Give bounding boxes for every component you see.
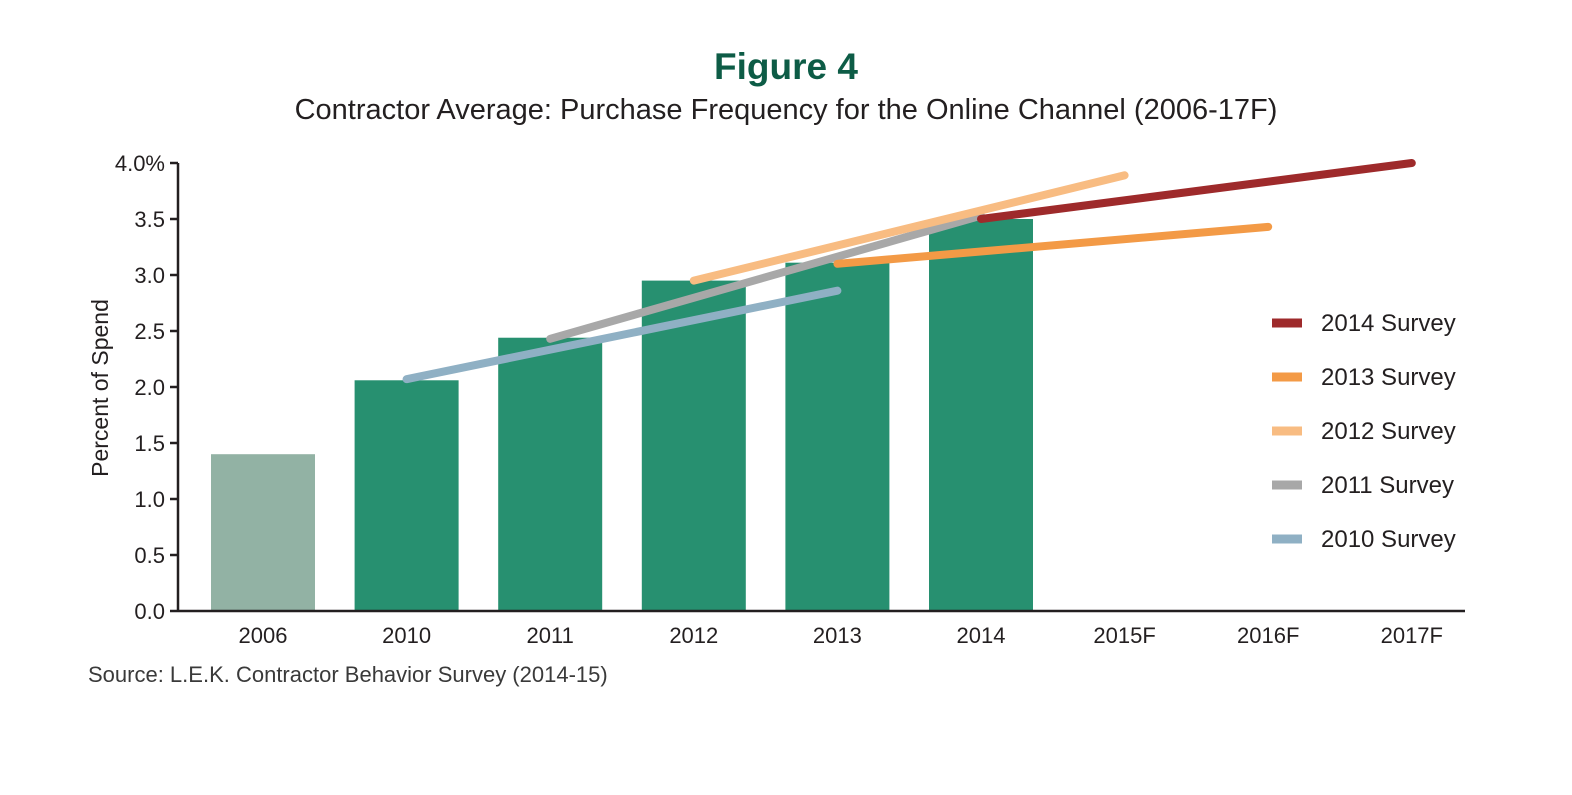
bars-layer (211, 219, 1033, 611)
line-2011-survey (546, 211, 985, 343)
x-tick-label: 2014 (957, 623, 1006, 648)
legend-label: 2014 Survey (1321, 310, 1456, 337)
y-tick-label: 1.0 (134, 487, 165, 512)
y-tick-label: 4.0% (115, 151, 165, 176)
line-2010-survey (402, 286, 842, 384)
bar-2013 (785, 262, 890, 611)
bar-2014 (929, 219, 1033, 611)
x-tick-label: 2013 (813, 623, 862, 648)
legend-label: 2013 Survey (1321, 364, 1456, 391)
legend-label: 2012 Survey (1321, 418, 1456, 445)
source-note: Source: L.E.K. Contractor Behavior Surve… (88, 662, 608, 687)
line-2012-survey (689, 171, 1129, 285)
survey-lines-layer (402, 159, 1416, 384)
y-tick-label: 2.5 (134, 319, 165, 344)
x-tick-label: 2017F (1381, 623, 1443, 648)
y-tick-label: 3.0 (134, 263, 165, 288)
x-tick-label: 2015F (1093, 623, 1155, 648)
x-tick-label: 2006 (239, 623, 288, 648)
chart-title: Contractor Average: Purchase Frequency f… (294, 94, 1278, 126)
bar-2012 (641, 280, 746, 611)
y-tick-label: 1.5 (134, 431, 165, 456)
legend-label: 2011 Survey (1321, 472, 1454, 499)
y-tick-label: 0.0 (134, 599, 165, 624)
axes-layer: 4.0% 3.5 3.0 2.5 2.0 1.5 1.0 0.5 0.0 2006 2010 2011… (87, 151, 1465, 648)
y-tick-label: 0.5 (134, 543, 165, 568)
y-tick-label: 2.0 (134, 375, 165, 400)
x-tick-label: 2012 (669, 623, 718, 648)
bar-2006 (211, 454, 315, 611)
bar-2010 (354, 380, 459, 611)
y-tick-label: 3.5 (134, 207, 165, 232)
y-axis-label: Percent of Spend (87, 299, 113, 477)
x-tick-label: 2016F (1237, 623, 1299, 648)
line-2014-survey (977, 159, 1416, 223)
legend-label: 2010 Survey (1321, 526, 1456, 553)
x-tick-label: 2011 (527, 623, 574, 648)
figure-label: Figure 4 (714, 46, 858, 87)
line-2013-survey (833, 222, 1273, 268)
x-tick-label: 2010 (382, 623, 431, 648)
legend: 2014 Survey 2013 Survey 2012 Survey 2011 Su… (1272, 310, 1456, 553)
bar-2011 (498, 337, 603, 611)
